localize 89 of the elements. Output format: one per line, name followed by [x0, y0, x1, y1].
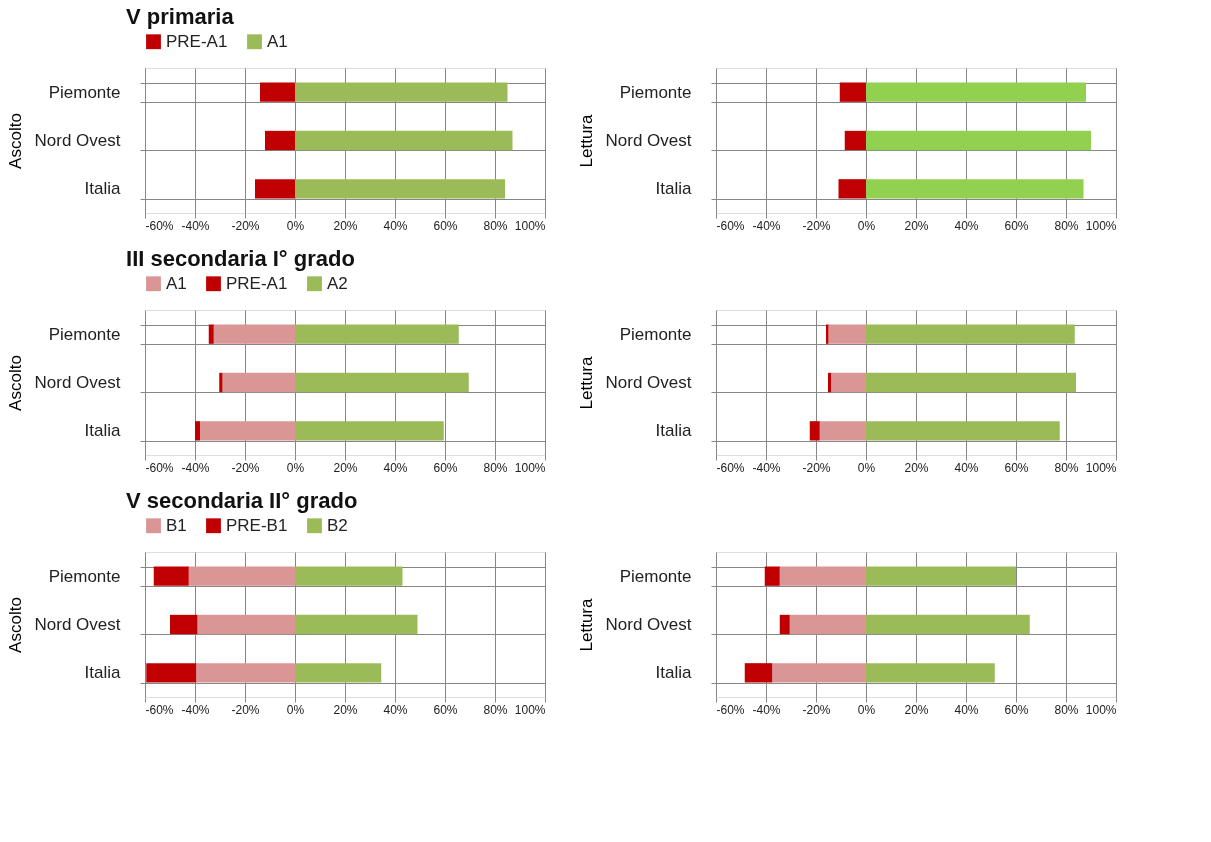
x-tick-label: 40% [383, 218, 408, 233]
x-tick-label: 60% [433, 460, 458, 475]
x-tick-label: -60% [716, 460, 745, 475]
x-tick-label: 0% [286, 702, 305, 717]
legend-label: A1 [166, 273, 187, 293]
y-tick-label: Nord Ovest [605, 615, 692, 634]
legend-label: A2 [327, 273, 348, 293]
x-tick-label: -20% [802, 702, 831, 717]
x-tick-label: 0% [857, 702, 876, 717]
x-tick-label: 20% [904, 218, 929, 233]
chart-title: III secondaria I° grado [126, 246, 355, 271]
x-tick-label: 60% [1004, 702, 1029, 717]
y-tick-label: Nord Ovest [34, 131, 121, 150]
y-tick-label: Piemonte [48, 324, 121, 344]
y-tick-label: Italia [655, 421, 693, 441]
x-tick-label: -40% [752, 218, 781, 233]
x-tick-label: 0% [286, 218, 305, 233]
x-tick-label: 40% [954, 702, 979, 717]
y-tick-label: Nord Ovest [605, 373, 692, 392]
y-axis-title: Lettura [576, 598, 596, 652]
y-tick-label: Piemonte [48, 566, 121, 586]
x-tick-label: 60% [1004, 218, 1029, 233]
chart-title: V secondaria II° grado [126, 488, 358, 513]
x-tick-label: -40% [181, 218, 210, 233]
x-tick-label: 100% [1085, 460, 1117, 475]
x-tick-label: -20% [802, 218, 831, 233]
x-tick-label: 60% [1004, 460, 1029, 475]
x-tick-label: 60% [433, 218, 458, 233]
y-tick-label: Italia [84, 663, 122, 683]
x-tick-label: -60% [716, 702, 745, 717]
y-tick-label: Italia [655, 179, 693, 199]
x-tick-label: 100% [1085, 218, 1117, 233]
x-tick-label: 0% [857, 218, 876, 233]
x-tick-label: -60% [716, 218, 745, 233]
x-tick-label: 100% [514, 702, 546, 717]
legend-label: PRE-B1 [226, 515, 288, 535]
legend-label: A1 [267, 31, 288, 51]
x-tick-label: 40% [954, 460, 979, 475]
legend-label: B1 [166, 515, 187, 535]
x-tick-label: 20% [333, 702, 358, 717]
x-tick-label: 40% [383, 460, 408, 475]
x-tick-label: 20% [904, 460, 929, 475]
y-tick-label: Nord Ovest [34, 373, 121, 392]
legend-label: PRE-A1 [166, 31, 228, 51]
y-tick-label: Italia [655, 663, 693, 683]
x-tick-label: 0% [286, 460, 305, 475]
x-tick-label: 80% [1054, 702, 1079, 717]
y-axis-title: Ascolto [5, 113, 25, 169]
x-tick-label: 20% [333, 460, 358, 475]
y-tick-label: Italia [84, 179, 122, 199]
x-tick-label: -40% [752, 460, 781, 475]
x-tick-label: 80% [1054, 460, 1079, 475]
x-tick-label: 40% [383, 702, 408, 717]
legend-label: PRE-A1 [226, 273, 288, 293]
chart-title: V primaria [126, 4, 235, 29]
y-tick-label: Nord Ovest [605, 131, 692, 150]
y-axis-title: Ascolto [5, 355, 25, 411]
x-tick-label: -60% [145, 702, 174, 717]
x-tick-label: -20% [802, 460, 831, 475]
x-tick-label: 20% [904, 702, 929, 717]
x-tick-label: -20% [231, 460, 260, 475]
x-tick-label: -60% [145, 218, 174, 233]
x-tick-label: -40% [181, 702, 210, 717]
x-tick-label: -20% [231, 702, 260, 717]
x-tick-label: 20% [333, 218, 358, 233]
y-tick-label: Nord Ovest [34, 615, 121, 634]
x-tick-label: -40% [181, 460, 210, 475]
x-tick-label: -20% [231, 218, 260, 233]
legend-label: B2 [327, 515, 348, 535]
x-tick-label: -40% [752, 702, 781, 717]
x-tick-label: 80% [483, 702, 508, 717]
y-axis-title: Lettura [576, 356, 596, 410]
x-tick-label: 80% [483, 218, 508, 233]
x-tick-label: 80% [483, 460, 508, 475]
y-tick-label: Italia [84, 421, 122, 441]
x-tick-label: 100% [514, 218, 546, 233]
x-tick-label: 60% [433, 702, 458, 717]
y-tick-label: Piemonte [619, 82, 692, 102]
x-tick-label: 100% [1085, 702, 1117, 717]
x-tick-label: 100% [514, 460, 546, 475]
x-tick-label: -60% [145, 460, 174, 475]
y-tick-label: Piemonte [619, 324, 692, 344]
y-axis-title: Ascolto [5, 597, 25, 653]
x-tick-label: 0% [857, 460, 876, 475]
x-tick-label: 40% [954, 218, 979, 233]
x-tick-label: 80% [1054, 218, 1079, 233]
y-tick-label: Piemonte [48, 82, 121, 102]
y-axis-title: Lettura [576, 114, 596, 168]
y-tick-label: Piemonte [619, 566, 692, 586]
